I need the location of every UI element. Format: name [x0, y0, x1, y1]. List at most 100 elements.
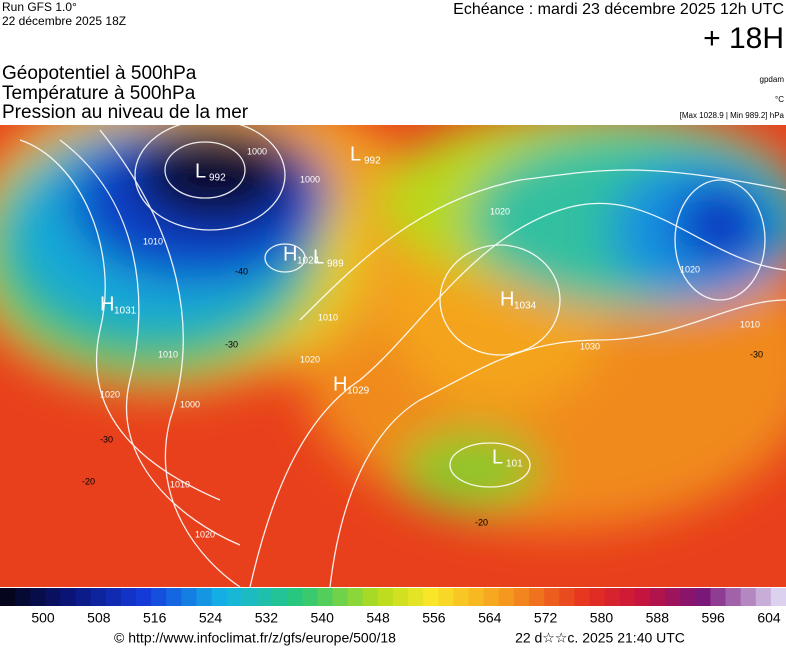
colorbar-cell [483, 588, 500, 606]
isobar-label: 1010 [740, 319, 760, 329]
isobar-label: 1000 [180, 399, 200, 409]
run: Run GFS 1.0° [2, 0, 77, 14]
colorbar-cell [30, 588, 46, 606]
temperature-label: -30 [225, 339, 238, 349]
center-letter: L [195, 160, 206, 182]
colorbar-tick-label: 596 [701, 610, 725, 626]
center-letter: L [350, 143, 361, 165]
colorbar-cell [574, 588, 590, 606]
colorbar-cell [317, 588, 334, 606]
isobar-label: 1000 [300, 174, 320, 184]
colorbar-cell [256, 588, 273, 606]
center-value: 989 [327, 259, 344, 270]
isobar-label: 1030 [580, 341, 600, 351]
colorbar-cell [120, 588, 137, 606]
title: Température à 500hPa [2, 83, 196, 104]
colorbar-cell [181, 588, 197, 606]
colorbar-tick-label: 572 [534, 610, 558, 626]
temperature-label: -20 [475, 517, 488, 527]
colorbar-cell [347, 588, 364, 606]
colorbar-tick-label: 500 [31, 610, 55, 626]
center-letter: L [313, 246, 324, 268]
colorbar-cell [196, 588, 213, 606]
map [0, 125, 786, 587]
colorbar-cell [725, 588, 742, 606]
colorbar-cell [453, 588, 470, 606]
isobar-label: 1010 [143, 236, 163, 246]
center-letter: H [100, 293, 114, 315]
center-value: 1024 [297, 256, 320, 267]
colorbar-cell [166, 588, 182, 606]
colorbar-cell [45, 588, 61, 606]
colorbar-cell [211, 588, 228, 606]
colorbar-tick-label: 524 [199, 610, 223, 626]
colorbar-cell [529, 588, 545, 606]
colorbar-tick-label: 548 [366, 610, 390, 626]
colorbar-cell [423, 588, 439, 606]
colorbar-cell [544, 588, 560, 606]
unit: [Max 1028.9 | Min 989.2] hPa [680, 111, 785, 120]
offset: + 18H [703, 22, 784, 55]
colorbar-cell [634, 588, 651, 606]
colorbar-cell [0, 588, 16, 606]
colorbar-cell [60, 588, 77, 606]
colorbar-tick-label: 564 [478, 610, 502, 626]
isobar-label: 1010 [170, 479, 190, 489]
isobar-label: 1020 [195, 529, 215, 539]
isobar-label: 1010 [318, 312, 338, 322]
temperature-label: -30 [750, 349, 763, 359]
colorbar-cell [559, 588, 575, 606]
colorbar-cell [272, 588, 288, 606]
colorbar-cell [740, 588, 757, 606]
temperature-label: -40 [235, 266, 248, 276]
colorbar-cell [15, 588, 31, 606]
colorbar-tick-label: 580 [590, 610, 614, 626]
isobar-label: 1020 [100, 389, 120, 399]
colorbar-cell [90, 588, 107, 606]
colorbar-cell [287, 588, 303, 606]
center-value: 992 [209, 173, 226, 184]
footer-date: 22 d☆☆c. 2025 21:40 UTC [515, 630, 685, 646]
colorbar-cell [393, 588, 409, 606]
colorbar-cell [136, 588, 152, 606]
colorbar-cell [770, 588, 786, 606]
colorbar-cell [755, 588, 772, 606]
colorbar: 500 508 516 524 532 540 548 556 564 572 580 588 596 6… [0, 588, 786, 626]
isobar-label: 1000 [247, 146, 267, 156]
colorbar-cell [498, 588, 515, 606]
center-value: 1029 [347, 386, 370, 397]
center-letter: H [283, 243, 297, 265]
isobar-label: 1020 [490, 206, 510, 216]
colorbar-tick-label: 532 [255, 610, 279, 626]
title: Pression au niveau de la mer [2, 102, 249, 123]
colorbar-cell [649, 588, 666, 606]
center-letter: H [500, 288, 514, 310]
colorbar-cell [695, 588, 711, 606]
colorbar-cell [377, 588, 394, 606]
unit: gpdam [760, 75, 785, 84]
isobar-label: 1010 [158, 349, 178, 359]
run-date: 22 décembre 2025 18Z [2, 14, 126, 28]
colorbar-tick-label: 540 [311, 610, 335, 626]
colorbar-cell [710, 588, 727, 606]
temperature-label: -30 [100, 434, 113, 444]
colorbar-cell [332, 588, 349, 606]
temperature-label: -20 [82, 476, 95, 486]
colorbar-cell [151, 588, 167, 606]
center-value: 101 [506, 459, 523, 470]
colorbar-tick-label: 604 [757, 610, 781, 626]
center-value: 1031 [114, 306, 137, 317]
colorbar-cell [362, 588, 379, 606]
colorbar-cell [513, 588, 530, 606]
colorbar-cell [589, 588, 606, 606]
colorbar-cell [226, 588, 243, 606]
colorbar-cell [241, 588, 258, 606]
echeance: Echéance : mardi 23 décembre 2025 12h UT… [453, 1, 784, 18]
colorbar-cell [680, 588, 696, 606]
footer-source: © http://www.infoclimat.fr/z/gfs/europe/… [114, 630, 396, 646]
colorbar-cell [604, 588, 621, 606]
colorbar-tick-label: 516 [143, 610, 167, 626]
colorbar-cell [619, 588, 636, 606]
center-letter: H [333, 373, 347, 395]
